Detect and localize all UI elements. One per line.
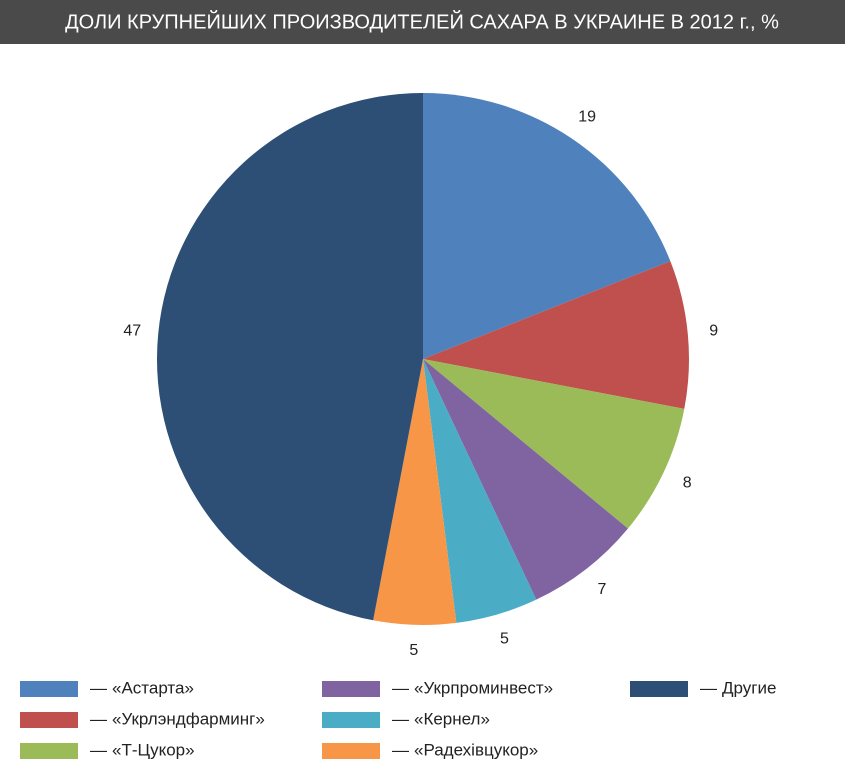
- data-label: 19: [578, 109, 596, 126]
- data-label: 5: [500, 631, 509, 648]
- legend-dash: —: [90, 709, 107, 728]
- legend-label: «Т-Цукор»: [112, 740, 195, 759]
- legend-dash: —: [700, 678, 717, 697]
- pie-slice: [423, 93, 671, 359]
- legend-swatch: [630, 681, 688, 697]
- legend-dash: —: [392, 678, 409, 697]
- title-bar: [0, 0, 845, 44]
- legend-dash: —: [90, 678, 107, 697]
- data-label: 47: [123, 323, 141, 340]
- legend-swatch: [20, 681, 78, 697]
- pie-slice: [156, 93, 423, 621]
- data-label: 7: [598, 581, 607, 598]
- data-label: 9: [709, 323, 718, 340]
- legend-label: «Астарта»: [112, 678, 194, 697]
- data-label: 8: [683, 475, 692, 492]
- pie-slice: [423, 359, 628, 600]
- legend-dash: —: [392, 740, 409, 759]
- pie-slice: [423, 359, 537, 623]
- legend-label: «Укрлэндфарминг»: [112, 709, 265, 728]
- pie-slice: [423, 261, 689, 409]
- legend-swatch: [322, 681, 380, 697]
- legend-label: «Укрпроминвест»: [414, 678, 553, 697]
- legend-swatch: [322, 712, 380, 728]
- legend-swatch: [20, 712, 78, 728]
- chart-title: ДОЛИ КРУПНЕЙШИХ ПРОИЗВОДИТЕЛЕЙ САХАРА В …: [65, 9, 779, 33]
- data-label: 5: [409, 642, 418, 659]
- legend-label: Другие: [722, 678, 776, 697]
- legend-dash: —: [392, 709, 409, 728]
- legend-label: «Кернел»: [414, 709, 490, 728]
- legend-dash: —: [90, 740, 107, 759]
- legend-swatch: [20, 743, 78, 759]
- legend-label: «Радехівцукор»: [414, 740, 538, 759]
- pie-slice: [373, 359, 457, 625]
- legend-swatch: [322, 743, 380, 759]
- pie-slice: [423, 359, 685, 529]
